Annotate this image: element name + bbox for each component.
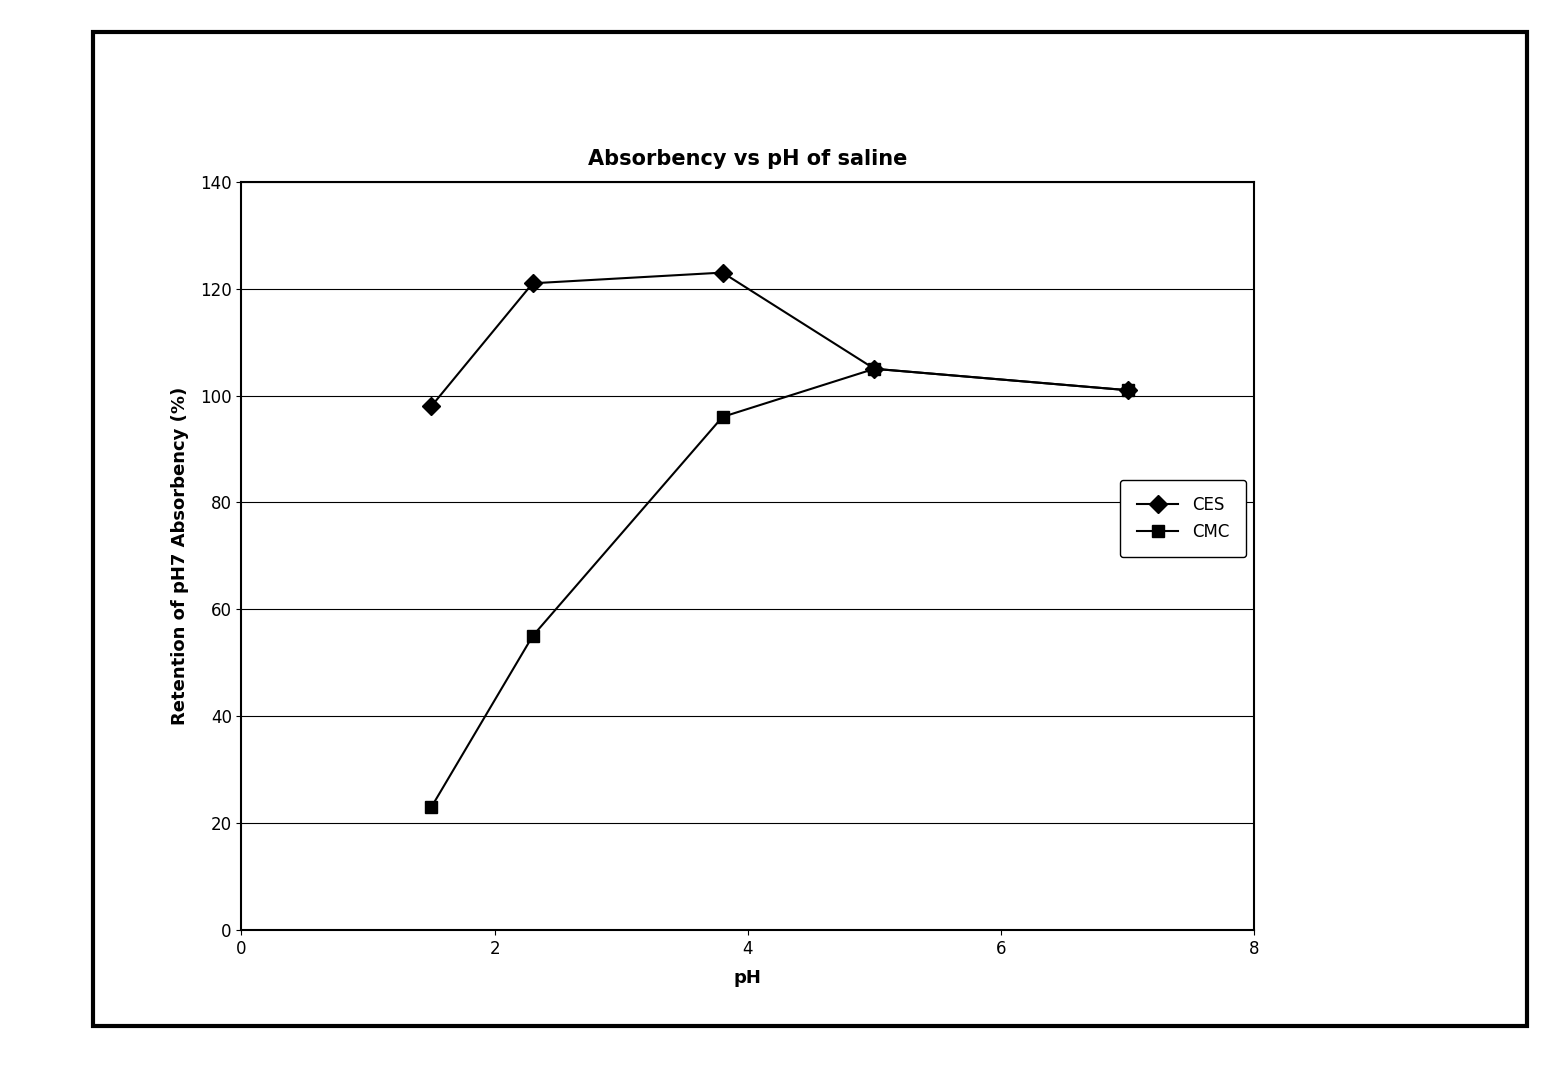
CMC xyxy=(422,801,441,814)
Line: CES: CES xyxy=(425,266,1134,413)
CES xyxy=(714,266,732,279)
Line: CMC: CMC xyxy=(425,362,1134,814)
CMC xyxy=(865,362,883,375)
CES xyxy=(865,362,883,375)
Y-axis label: Retention of pH7 Absorbency (%): Retention of pH7 Absorbency (%) xyxy=(171,387,189,725)
CMC xyxy=(714,410,732,423)
CMC xyxy=(523,630,542,642)
Legend: CES, CMC: CES, CMC xyxy=(1120,480,1246,557)
Title: Absorbency vs pH of saline: Absorbency vs pH of saline xyxy=(589,149,907,169)
CES xyxy=(1119,384,1137,397)
X-axis label: pH: pH xyxy=(734,969,762,987)
CES xyxy=(422,400,441,413)
CMC xyxy=(1119,384,1137,397)
CES xyxy=(523,277,542,290)
